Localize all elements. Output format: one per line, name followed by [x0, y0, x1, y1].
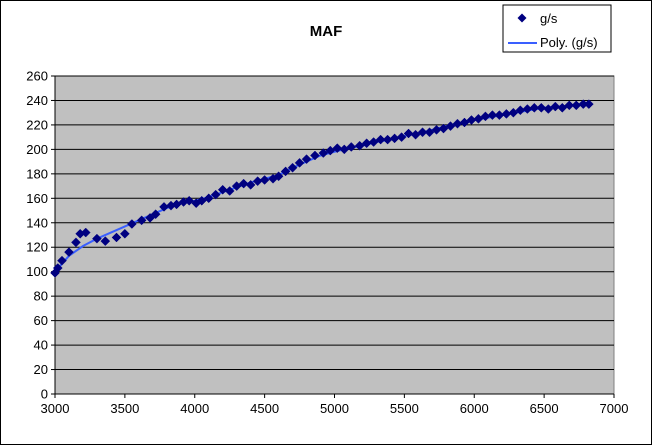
x-tick-label-6: 6000 — [460, 401, 489, 416]
data-point-70 — [543, 104, 554, 114]
data-point-58 — [459, 117, 470, 128]
data-point-68 — [529, 102, 540, 113]
data-point-25 — [224, 186, 235, 196]
data-point-17 — [171, 199, 182, 210]
x-tick-label-1: 3500 — [110, 401, 139, 416]
data-point-21 — [196, 195, 207, 206]
data-point-32 — [273, 171, 284, 182]
y-tick-label-1: 20 — [34, 362, 48, 377]
y-tick-label-2: 40 — [34, 338, 48, 353]
data-point-37 — [310, 150, 320, 161]
data-point-30 — [259, 175, 270, 185]
data-point-76 — [583, 99, 594, 109]
data-point-62 — [487, 110, 498, 120]
data-point-71 — [550, 101, 561, 112]
data-point-65 — [508, 107, 519, 118]
data-point-51 — [410, 129, 421, 140]
data-point-43 — [354, 140, 365, 151]
data-point-12 — [136, 215, 147, 226]
data-point-10 — [120, 228, 130, 239]
data-point-34 — [287, 162, 298, 173]
y-tick-label-10: 200 — [26, 142, 48, 157]
legend-box — [502, 4, 612, 53]
y-tick-label-3: 60 — [34, 313, 48, 328]
data-point-33 — [280, 166, 291, 177]
scatter-points — [50, 99, 594, 278]
data-point-1 — [52, 263, 63, 273]
data-point-4 — [71, 237, 81, 248]
data-point-23 — [210, 189, 221, 200]
y-tick-label-9: 180 — [26, 166, 48, 181]
data-point-41 — [339, 144, 350, 155]
x-tick-label-5: 5500 — [390, 401, 419, 416]
y-tick-label-8: 160 — [26, 191, 48, 206]
data-point-49 — [396, 132, 407, 143]
x-tick-label-0: 3000 — [41, 401, 70, 416]
data-point-6 — [80, 227, 91, 238]
x-axis: 3000 3500 4000 4500 5000 5500 6000 6500 7000 — [41, 394, 629, 416]
y-tick-label-13: 260 — [26, 69, 48, 84]
y-tick-label-6: 120 — [26, 240, 48, 255]
y-tick-label-5: 100 — [26, 264, 48, 279]
data-point-14 — [150, 209, 161, 220]
data-point-55 — [438, 123, 449, 134]
data-point-38 — [318, 148, 329, 158]
x-tick-label-4: 5000 — [320, 401, 349, 416]
data-point-9 — [111, 232, 122, 243]
x-tick-label-2: 4000 — [180, 401, 209, 416]
data-point-39 — [325, 145, 336, 156]
data-point-69 — [536, 102, 547, 113]
data-point-28 — [245, 180, 256, 190]
legend-marker-g-s — [517, 13, 527, 23]
data-point-53 — [424, 127, 435, 138]
y-tick-label-12: 240 — [26, 93, 48, 108]
x-tick-label-3: 4500 — [250, 401, 279, 416]
y-axis: 0 20 40 60 80 100 120 140 160 180 200 220 240 260 — [26, 69, 55, 402]
data-point-42 — [346, 142, 357, 152]
data-point-11 — [127, 219, 137, 229]
y-tick-label-0: 0 — [41, 387, 48, 402]
data-point-8 — [100, 236, 111, 246]
data-point-35 — [294, 157, 305, 168]
y-tick-label-4: 80 — [34, 289, 48, 304]
data-point-22 — [203, 193, 214, 204]
chart-title: MAF — [310, 23, 343, 40]
data-point-72 — [557, 102, 568, 113]
data-point-46 — [375, 134, 386, 145]
data-point-52 — [417, 127, 428, 138]
data-point-36 — [301, 154, 312, 165]
data-point-60 — [473, 113, 484, 124]
data-point-19 — [184, 195, 195, 206]
data-point-50 — [403, 128, 414, 139]
plot-area — [54, 75, 615, 395]
data-point-3 — [64, 247, 74, 257]
data-point-40 — [332, 143, 343, 154]
data-point-73 — [564, 100, 575, 111]
data-point-26 — [231, 181, 242, 191]
y-tick-label-7: 140 — [26, 215, 48, 230]
data-point-56 — [445, 121, 456, 131]
data-point-45 — [368, 137, 379, 147]
legend-entry-poly: Poly. (g/s) — [540, 35, 598, 50]
legend: g/s Poly. (g/s) — [502, 4, 612, 53]
data-point-2 — [57, 255, 67, 266]
data-point-7 — [92, 233, 102, 244]
legend-entry-g-s: g/s — [540, 11, 558, 26]
data-point-27 — [238, 178, 249, 189]
x-tick-label-8: 7000 — [600, 401, 629, 416]
x-tick-label-7: 6500 — [530, 401, 559, 416]
y-tick-label-11: 220 — [26, 117, 48, 132]
data-point-24 — [217, 184, 228, 195]
